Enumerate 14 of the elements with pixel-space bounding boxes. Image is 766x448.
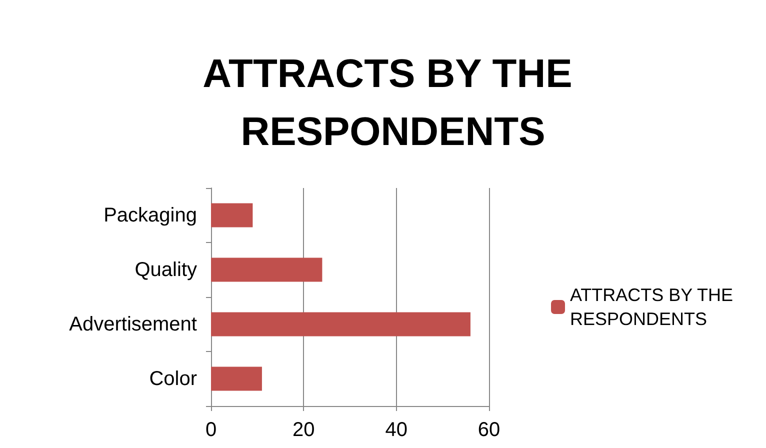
y-tick-label: Color (149, 368, 198, 390)
x-tick-label: 40 (385, 419, 408, 441)
x-tick-label: 20 (292, 419, 315, 441)
bar (211, 366, 262, 391)
bar (211, 203, 253, 228)
y-tick-label: Advertisement (69, 313, 198, 336)
x-tick-label: 0 (205, 419, 217, 441)
legend-label: ATTRACTS BY THE RESPONDENTS (570, 285, 738, 329)
bar (211, 312, 470, 336)
x-tick-label: 60 (478, 419, 500, 441)
y-tick-label: Packaging (104, 204, 197, 226)
chart-title: ATTRACTS BY THE RESPONDENTS (202, 52, 584, 154)
y-tick-label: Quality (134, 258, 197, 281)
bar (211, 258, 322, 282)
